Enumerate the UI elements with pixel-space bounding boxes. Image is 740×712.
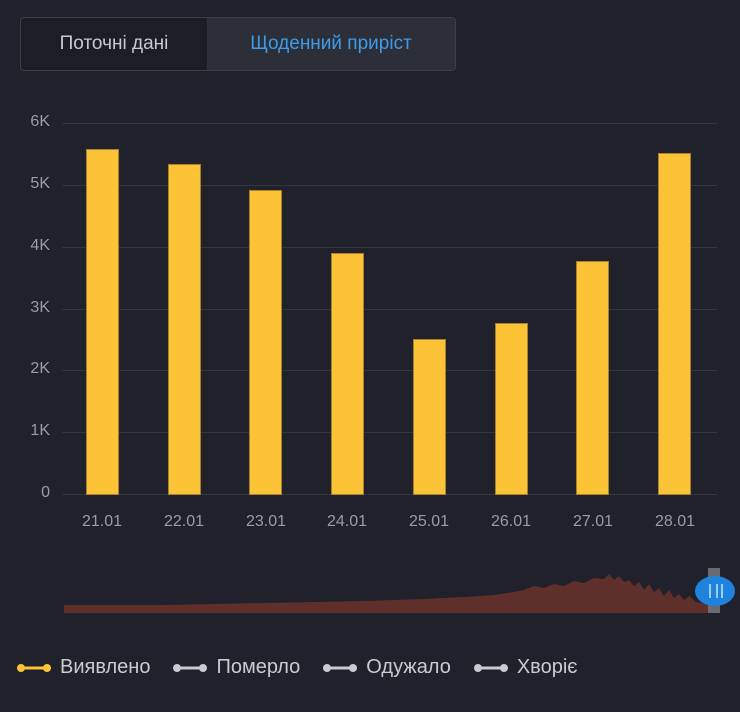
gridline xyxy=(62,370,717,371)
bar[interactable] xyxy=(494,322,528,495)
y-tick-label: 6K xyxy=(30,113,50,130)
bar[interactable] xyxy=(412,338,446,495)
gridline-baseline xyxy=(62,494,717,495)
line-marker-icon xyxy=(473,663,508,672)
legend: Виявлено Померло Одужало Хворіє xyxy=(16,656,599,679)
x-tick-label: 25.01 xyxy=(408,513,450,530)
y-tick-label: 0 xyxy=(41,484,50,501)
bar[interactable] xyxy=(657,152,691,495)
legend-label: Померло xyxy=(216,656,301,678)
x-tick-label: 28.01 xyxy=(654,513,696,530)
x-tick-label: 24.01 xyxy=(326,513,368,530)
y-tick-label: 4K xyxy=(30,237,50,254)
y-tick-label: 3K xyxy=(30,299,50,316)
range-navigator[interactable] xyxy=(64,568,724,618)
view-tabs: Поточні дані Щоденний приріст xyxy=(20,17,456,71)
tab-current-data[interactable]: Поточні дані xyxy=(21,18,207,70)
bar[interactable] xyxy=(249,189,283,495)
gridline xyxy=(62,247,717,248)
line-marker-icon xyxy=(323,663,358,672)
legend-item-detected[interactable]: Виявлено xyxy=(16,656,150,679)
x-tick-label: 26.01 xyxy=(490,513,532,530)
tab-daily-growth[interactable]: Щоденний приріст xyxy=(207,18,455,70)
y-tick-label: 5K xyxy=(30,175,50,192)
range-handle[interactable] xyxy=(695,576,735,606)
line-marker-icon xyxy=(17,663,51,672)
x-tick-label: 23.01 xyxy=(245,513,287,530)
y-tick-label: 2K xyxy=(30,360,50,377)
legend-label: Одужало xyxy=(366,656,451,678)
bar[interactable] xyxy=(331,252,365,495)
bar[interactable] xyxy=(86,149,119,495)
bar-chart: 6K 5K 4K 3K 2K 1K 0 21.01 22.01 23.01 24… xyxy=(30,113,717,530)
gridline xyxy=(62,432,717,433)
legend-item-recovered[interactable]: Одужало xyxy=(322,656,451,679)
x-tick-label: 27.01 xyxy=(572,513,614,530)
legend-item-died[interactable]: Померло xyxy=(172,656,300,679)
gridline xyxy=(62,123,717,124)
x-tick-label: 21.01 xyxy=(81,513,123,530)
gridline xyxy=(62,185,717,186)
x-tick-label: 22.01 xyxy=(163,513,205,530)
legend-item-sick[interactable]: Хворіє xyxy=(473,656,578,679)
y-tick-label: 1K xyxy=(30,422,50,439)
gridline xyxy=(62,309,717,310)
legend-label: Хворіє xyxy=(516,656,578,678)
legend-label: Виявлено xyxy=(60,656,151,678)
line-marker-icon xyxy=(173,663,208,672)
bar[interactable] xyxy=(576,261,610,495)
bar[interactable] xyxy=(167,163,201,495)
